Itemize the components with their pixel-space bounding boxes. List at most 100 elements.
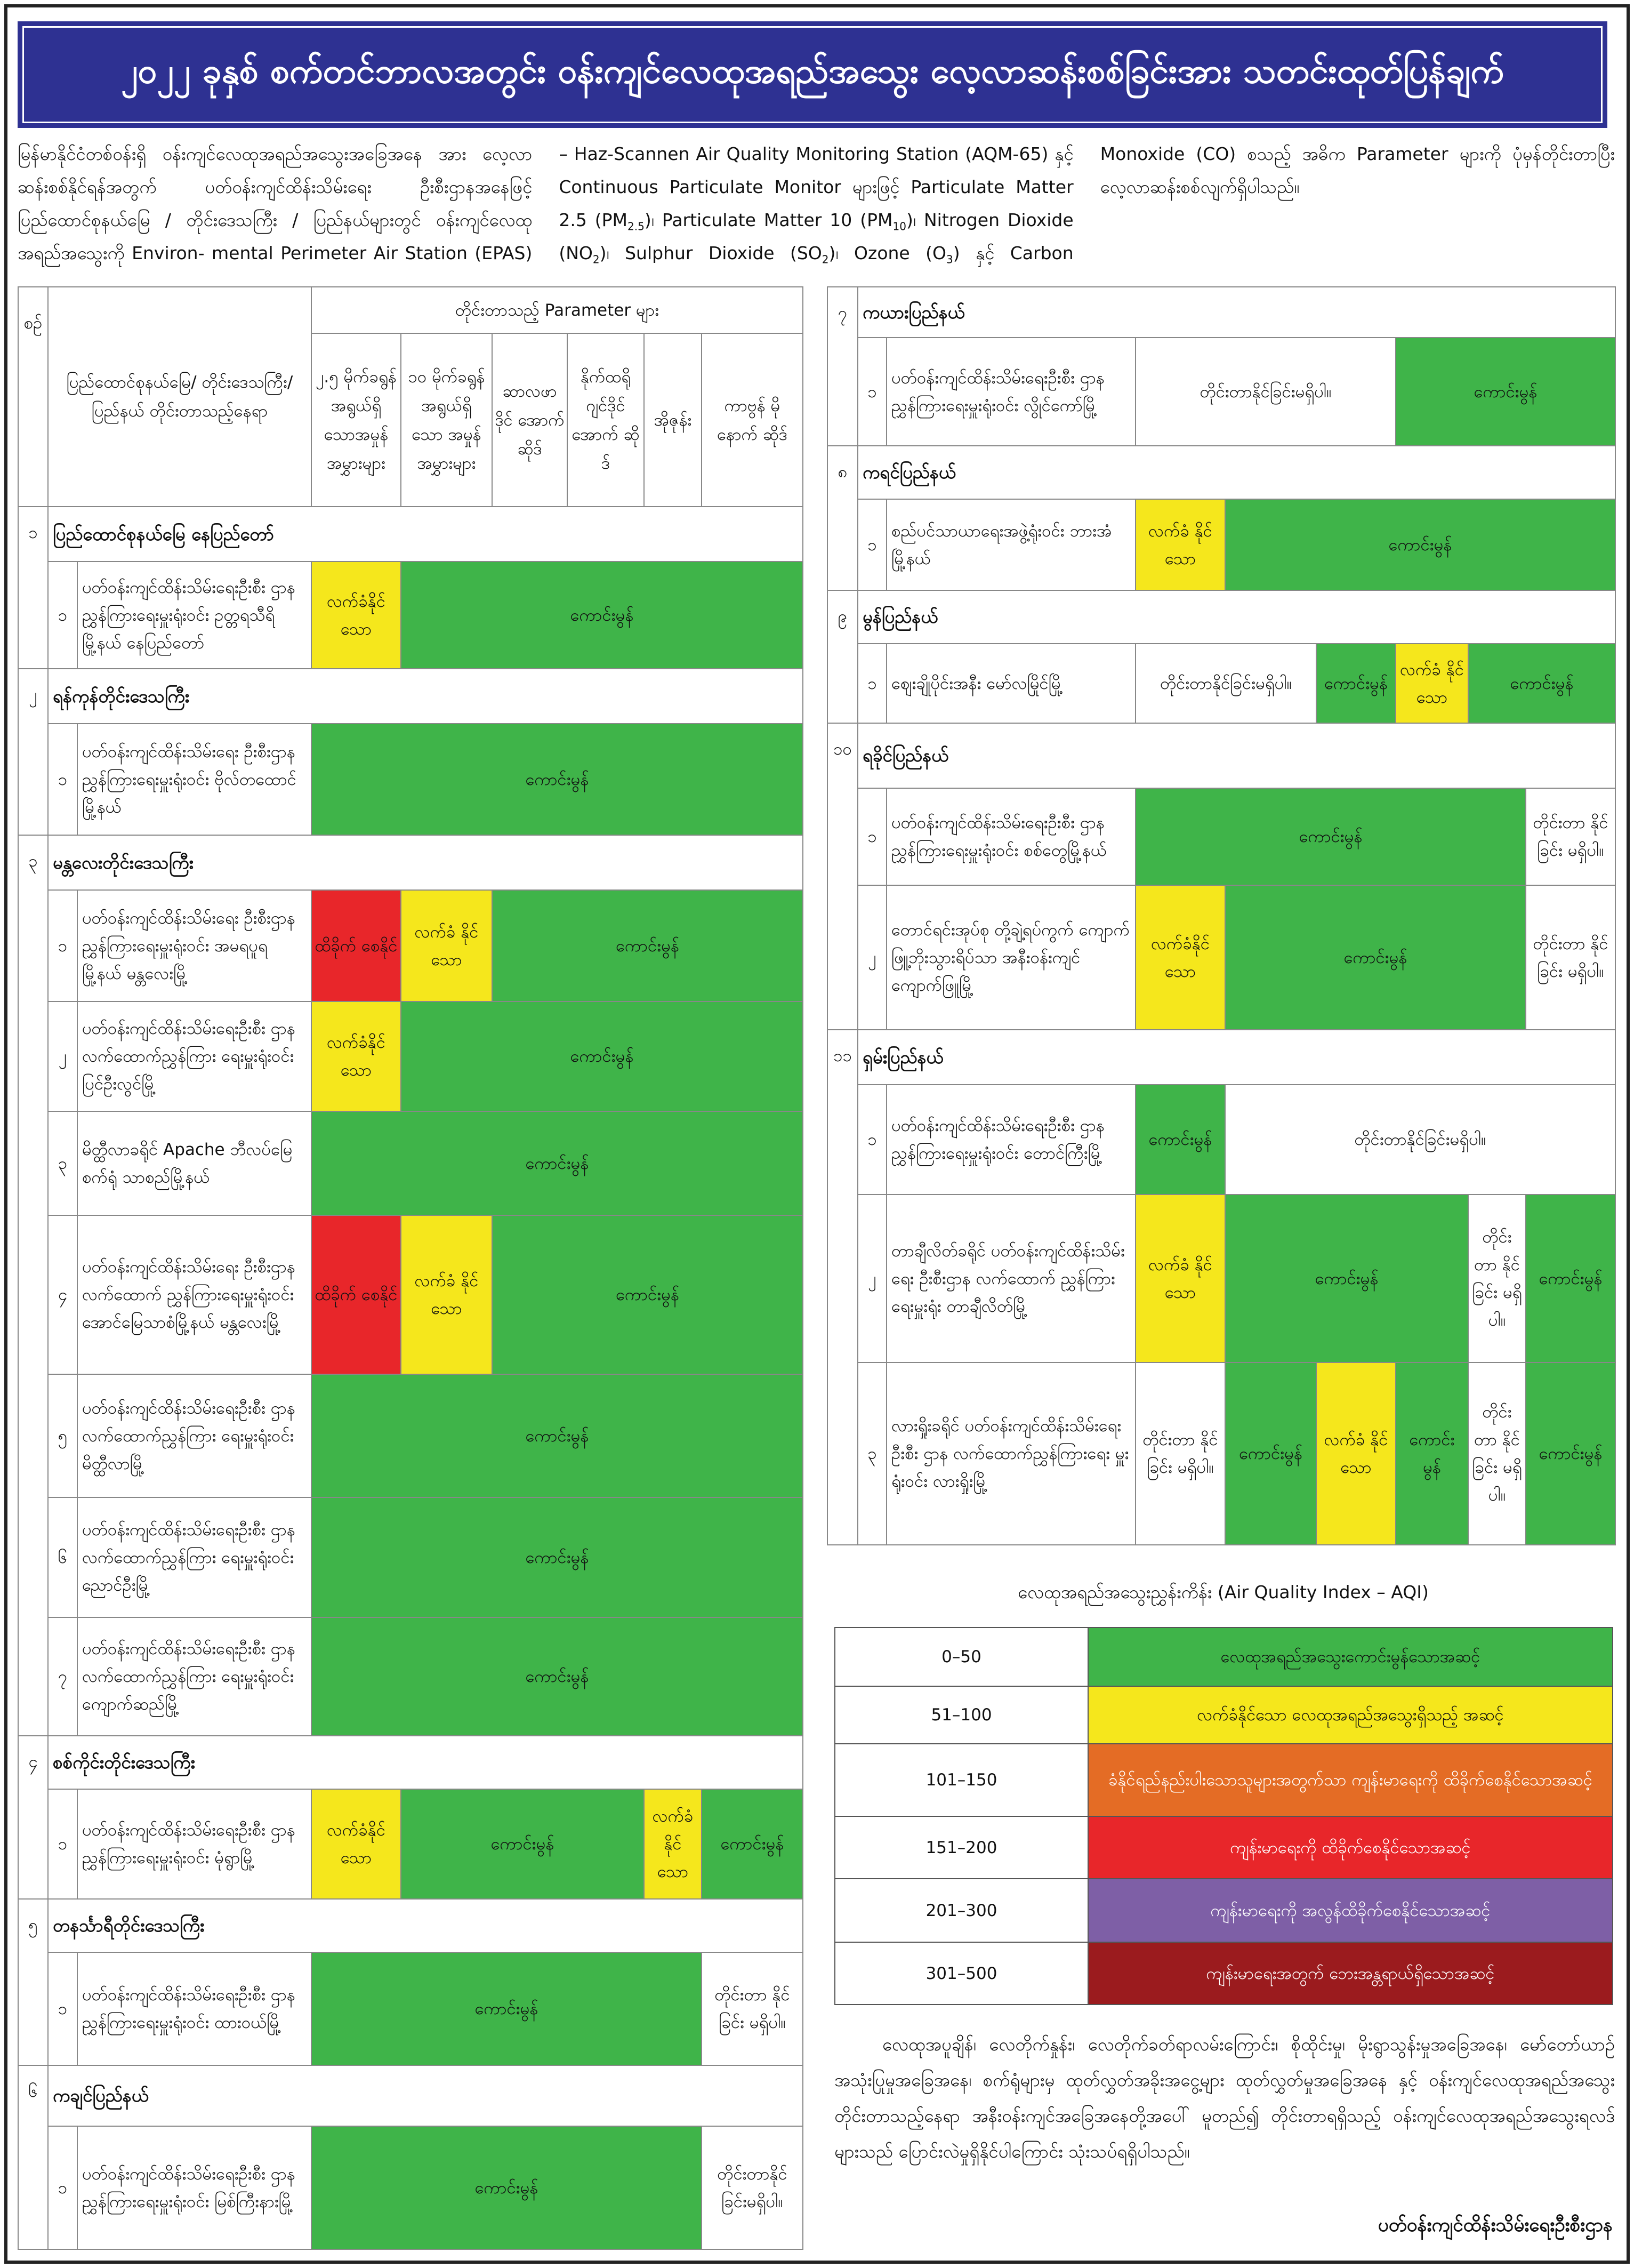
section-number: ၆ [18, 2065, 49, 2250]
station-name: ပတ်ဝန်းကျင်ထိန်းသိမ်းရေးဦးစီး ဌာန ညွှန်က… [77, 1789, 312, 1900]
row-number: ၁ [47, 889, 78, 1002]
status-cell-green: ကောင်းမွန် [492, 1215, 803, 1375]
section-number: ၉ [827, 590, 858, 724]
status-cell-white: တိုင်းတာ နိုင်ခြင်း မရှိပါ။ [1525, 788, 1616, 886]
section-row: ၅တနင်္သာရီတိုင်းဒေသကြီး [18, 1898, 803, 2066]
table-row: ၁ပတ်ဝန်းကျင်ထိန်းသိမ်းရေးဦးစီး ဌာန ညွှန်… [18, 1952, 803, 2066]
status-cell-green: ကောင်းမွန် [311, 723, 803, 836]
status-cell-white: တိုင်း တာ နိုင် ခြင်း မရှိပါ။ [1468, 1194, 1526, 1363]
station-name: ပတ်ဝန်းကျင်ထိန်းသိမ်းရေးဦးစီး ဌာန ညွှန်က… [886, 1084, 1136, 1195]
station-name: တောင်ရင်းအုပ်စု တို့ချဲ့ရပ်ကွက် ကျောက်ဖြ… [886, 885, 1136, 1030]
station-name: တာချီလိတ်ခရိုင် ပတ်ဝန်းကျင်ထိန်းသိမ်းရေး… [886, 1194, 1136, 1363]
status-cell-white: တိုင်းတာနိုင်ခြင်းမရှိပါ။ [1135, 643, 1317, 724]
section-row: ၇ကယားပြည်နယ် [827, 286, 1616, 446]
status-cell-white: တိုင်းတာနိုင်ခြင်းမရှိပါ။ [1135, 337, 1396, 446]
row-number: ၄ [47, 1215, 78, 1375]
left-monitoring-table: စဉ် ပြည်ထောင်စုနယ်မြေ/ တိုင်းဒေသကြီး/ပြည… [18, 286, 803, 2250]
intro-sub: 2.5 [627, 220, 645, 233]
intro-text: )၊ Particulate Matter 10 (PM [644, 210, 893, 230]
section-number: ၅ [18, 1898, 49, 2066]
intro-sub: 3 [946, 253, 953, 266]
station-name: ပတ်ဝန်းကျင်ထိန်းသိမ်းရေးဦးစီး ဌာန ညွှန်က… [77, 561, 312, 669]
row-number: ၁ [857, 788, 887, 886]
table-row: ၁စည်ပင်သာယာရေးအဖွဲ့ရုံးဝင်း ဘားအံမြို့နယ… [827, 499, 1616, 591]
table-row: ၂ပတ်ဝန်းကျင်ထိန်းသိမ်းရေးဦးစီး ဌာန လက်ထေ… [18, 1001, 803, 1112]
section-title: ရန်ကုန်တိုင်းဒေသကြီး [47, 668, 803, 724]
header-serial-no: စဉ် [18, 286, 49, 507]
header-no2: နိုက်ထရို ဂျင်ဒိုင် အောက် ဆိုဒ် [567, 333, 645, 507]
section-title: ကယားပြည်နယ် [857, 286, 1616, 338]
station-name: ပတ်ဝန်းကျင်ထိန်းသိမ်းရေး ဦးစီးဌာန လက်ထော… [77, 1215, 312, 1375]
aqi-row: 201–300 ကျန်းမာရေးကို အလွန်ထိခိုက်စေနိုင်… [834, 1878, 1613, 1943]
table-row: ၁ပတ်ဝန်းကျင်ထိန်းသိမ်းရေးဦးစီး ဌာန ညွှန်… [18, 1789, 803, 1900]
right-monitoring-table: ၇ကယားပြည်နယ်၁ပတ်ဝန်းကျင်ထိန်းသိမ်းရေးဦးစ… [827, 286, 1616, 1545]
header-location: ပြည်ထောင်စုနယ်မြေ/ တိုင်းဒေသကြီး/ပြည်နယ်… [47, 286, 312, 507]
row-number: ၂ [857, 1194, 887, 1363]
section-number: ၁၀ [827, 723, 858, 1030]
section-number: ၈ [827, 445, 858, 591]
section-row: ၈ကရင်ပြည်နယ် [827, 445, 1616, 591]
status-cell-yellow: လက်ခံနိုင် သော [311, 561, 401, 669]
status-cell-red: ထိခိုက် စေနိုင် [311, 889, 401, 1002]
row-number: ၂ [47, 1001, 78, 1112]
aqi-legend-title: လေထုအရည်အသွေးညွှန်းကိန်း (Air Quality In… [1018, 1582, 1429, 1602]
intro-sub: 10 [892, 220, 906, 233]
section-title: ကချင်ပြည်နယ် [47, 2065, 803, 2127]
table-row: ၁ဈေးချိုပိုင်းအနီး မော်လမြိုင်မြို့ တိုင်… [827, 643, 1616, 724]
section-number: ၇ [827, 286, 858, 446]
station-name: ပတ်ဝန်းကျင်ထိန်းသိမ်းရေးဦးစီး ဌာန လက်ထော… [77, 1617, 312, 1736]
table-row: ၇ပတ်ဝန်းကျင်ထိန်းသိမ်းရေးဦးစီး ဌာန လက်ထေ… [18, 1617, 803, 1736]
header-o3: အိုဇုန်း [643, 333, 702, 507]
aqi-category: ကျန်းမာရေးကို အလွန်ထိခိုက်စေနိုင်သောအဆင့… [1088, 1878, 1613, 1943]
table-row: ၄ပတ်ဝန်းကျင်ထိန်းသိမ်းရေး ဦးစီးဌာန လက်ထေ… [18, 1215, 803, 1375]
row-number: ၃ [47, 1111, 78, 1216]
station-name: ပတ်ဝန်းကျင်ထိန်းသိမ်းရေးဦးစီး ဌာန လက်ထော… [77, 1001, 312, 1112]
station-name: ပတ်ဝန်းကျင်ထိန်းသိမ်းရေးဦးစီး ဌာန ညွှန်က… [886, 337, 1136, 446]
section-row: ၁၀ ရခိုင်ပြည်နယ် [827, 723, 1616, 1030]
status-cell-green: ကောင်းမွန် [1224, 499, 1616, 591]
table-row: ၁ပတ်ဝန်းကျင်ထိန်းသိမ်းရေးဦးစီး ဌာန ညွှန်… [18, 2126, 803, 2250]
status-cell-green: ကောင်းမွန် [1525, 1194, 1616, 1363]
page-frame [4, 4, 1630, 2264]
aqi-category: လက်ခံနိုင်သော လေထုအရည်အသွေးရှိသည့် အဆင့် [1088, 1686, 1613, 1744]
station-name: ပတ်ဝန်းကျင်ထိန်းသိမ်းရေး ဦးစီးဌာန ညွှန်က… [77, 889, 312, 1002]
status-cell-white: တိုင်းတာနိုင် ခြင်းမရှိပါ။ [701, 2126, 803, 2250]
status-cell-green: ကောင်းမွန် [311, 1952, 702, 2066]
status-cell-green: ကောင်းမွန် [1135, 1084, 1226, 1195]
section-number: ၃ [18, 835, 49, 1736]
status-cell-yellow: လက်ခံ နိုင် သော [643, 1789, 702, 1900]
aqi-range: 151–200 [834, 1816, 1089, 1879]
section-row: ၁ပြည်ထောင်စုနယ်မြေ နေပြည်တော် [18, 506, 803, 669]
status-cell-white: တိုင်းတာ နိုင်ခြင်း မရှိပါ။ [1135, 1362, 1226, 1545]
intro-text: ) နှင့် Carbon Monoxide (CO) စသည့် အဓိက … [953, 143, 1615, 263]
section-title: မန္တလေးတိုင်းဒေသကြီး [47, 835, 803, 891]
header-parameters-title: တိုင်းတာသည့် Parameter များ [311, 286, 803, 334]
row-number: ၁ [857, 337, 887, 446]
status-cell-green: ကောင်း မွန် [1395, 1362, 1469, 1545]
aqi-range: 101–150 [834, 1743, 1089, 1817]
status-cell-green: ကောင်းမွန် [311, 1111, 803, 1216]
aqi-range: 301–500 [834, 1942, 1089, 2005]
row-number: ၁ [47, 723, 78, 836]
status-cell-green: ကောင်းမွန် [1225, 1362, 1317, 1545]
status-cell-green: ကောင်းမွန် [311, 1617, 803, 1736]
station-name: ပတ်ဝန်းကျင်ထိန်းသိမ်းရေးဦးစီး ဌာန ညွှန်က… [77, 2126, 312, 2250]
status-cell-green: ကောင်းမွန် [1525, 1362, 1616, 1545]
table-row: ၂တောင်ရင်းအုပ်စု တို့ချဲ့ရပ်ကွက် ကျောက်ဖ… [827, 885, 1616, 1030]
table-row: ၆ပတ်ဝန်းကျင်ထိန်းသိမ်းရေးဦးစီး ဌာန လက်ထေ… [18, 1497, 803, 1618]
row-number: ၂ [857, 885, 887, 1030]
aqi-row: 51–100 လက်ခံနိုင်သော လေထုအရည်အသွေးရှိသည့်… [834, 1686, 1613, 1744]
station-name: ပတ်ဝန်းကျင်ထိန်းသိမ်းရေးဦးစီး ဌာန လက်ထော… [77, 1374, 312, 1498]
status-cell-green: ကောင်းမွန် [1225, 1194, 1469, 1363]
status-cell-yellow: လက်ခံ နိုင်သော [1135, 1194, 1226, 1363]
status-cell-green: ကောင်းမွန် [400, 1789, 645, 1900]
status-cell-white: တိုင်း တာ နိုင် ခြင်း မရှိပါ။ [1468, 1362, 1526, 1545]
section-title: ကရင်ပြည်နယ် [857, 445, 1616, 500]
aqi-row: 151–200 ကျန်းမာရေးကို ထိခိုက်စေနိုင်သောအဆ… [834, 1816, 1613, 1879]
section-number: ၁ [18, 506, 49, 669]
aqi-range: 0–50 [834, 1627, 1089, 1687]
status-cell-yellow: လက်ခံ နိုင်သော [1316, 1362, 1396, 1545]
station-name: ပတ်ဝန်းကျင်ထိန်းသိမ်းရေးဦးစီး ဌာန ညွှန်က… [886, 788, 1136, 886]
row-number: ၇ [47, 1617, 78, 1736]
table-row: ၁ပတ်ဝန်းကျင်ထိန်းသိမ်းရေး ဦးစီးဌာန ညွှန်… [18, 889, 803, 1002]
